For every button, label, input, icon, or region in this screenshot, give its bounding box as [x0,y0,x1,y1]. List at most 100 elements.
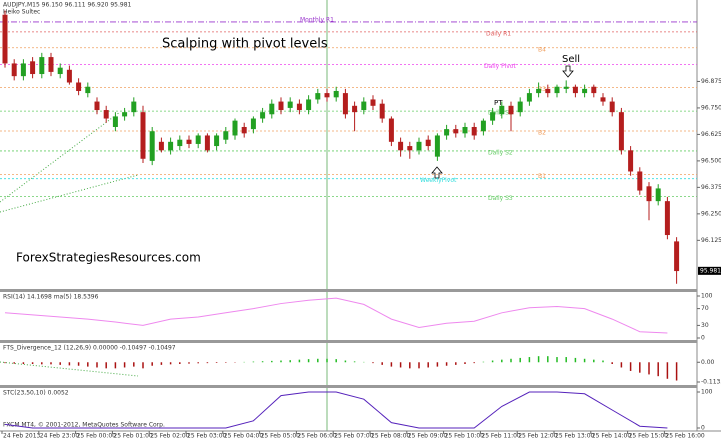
candle-body [462,126,468,134]
candle-body [582,88,588,94]
osc-title: FTS_Divergence_12 (12,26,9) 0.00000 -0.1… [3,345,176,352]
candle-body [324,93,330,98]
candle-body [425,139,431,147]
watermark: ForexStrategiesResources.com [16,251,201,265]
x-tick-label: 25 Feb 16:00 [665,433,705,440]
y-tick-label: 96.375 [701,184,721,191]
y-tick-label: 100 [701,389,713,396]
candle-body [370,99,376,106]
candle-body [296,103,302,111]
pivot-label: Monthly R1 [300,16,334,23]
candle-body [352,105,358,113]
chart-title: Scalping with pivot levels [162,37,328,52]
candle-body [140,112,146,159]
symbol-header: AUDJPY,M15 96.150 96.111 96.920 95.981 [3,2,132,9]
candle-body [361,101,367,111]
candle-body [609,101,615,113]
candle-body [278,101,284,111]
pivot-label: Daily R1 [486,30,511,37]
y-tick-label: 96.250 [701,210,721,217]
candle-body [628,150,634,172]
y-tick-label: 96.625 [701,131,721,138]
candle-body [122,112,128,117]
candle-body [94,101,100,111]
y-tick-label: 96.500 [701,157,721,164]
candle-body [11,63,17,77]
candle-body [655,188,661,202]
x-tick-label: 25 Feb 07:00 [334,433,374,440]
candle-body [600,97,606,102]
candle-body [103,110,109,119]
candle-body [554,86,560,94]
indicator-line [4,297,668,334]
candle-body [2,14,8,64]
candle-body [444,129,450,136]
candle-body [66,69,72,83]
sell-arrow [562,65,574,78]
candle-body [168,141,174,151]
x-tick-label: 24 Feb 23:00 [40,433,80,440]
x-tick-label: 25 Feb 00:00 [77,433,117,440]
pivot-label: B4 [538,46,546,53]
x-tick-label: 25 Feb 13:00 [555,433,595,440]
candle-body [517,101,523,113]
x-tick-label: 25 Feb 15:00 [629,433,669,440]
buy-arrow [431,166,443,179]
y-tick-label: 0 [701,335,705,342]
rsi-title: RSI(14) 14.1698 ma(5) 18.5396 [3,294,99,301]
candle-body [250,118,256,130]
candle-body [195,135,201,144]
candle-body [269,103,275,115]
x-tick-label: 25 Feb 06:00 [297,433,337,440]
candle-body [637,171,643,191]
candle-body [526,93,532,102]
x-tick-label: 25 Feb 01:00 [113,433,153,440]
candle-body [131,101,137,113]
x-tick-label: 25 Feb 14:00 [592,433,632,440]
candle-body [57,67,63,75]
candle-body [214,135,220,147]
last-price-box [698,266,721,275]
candle-body [379,103,385,119]
y-tick-label: 70 [701,305,709,312]
candle-body [39,57,45,75]
candle-body [149,131,155,161]
candle-body [76,82,82,91]
y-tick-label: 100 [701,293,713,300]
candle-body [664,201,670,236]
candle-body [407,146,413,151]
sell-label: Sell [562,54,580,65]
candle-body [674,241,680,272]
pivot-label: B2 [538,130,546,137]
y-tick-label: 0 [701,425,705,432]
copyright: FXCM MT4, © 2001-2012, MetaQuotes Softwa… [3,422,165,429]
x-tick-label: 25 Feb 05:00 [261,433,301,440]
candle-body [315,93,321,100]
x-tick-label: 25 Feb 08:00 [371,433,411,440]
candle-body [434,135,440,157]
panel-separator [0,289,697,292]
candle-body [563,86,569,89]
x-tick-label: 25 Feb 09:00 [408,433,448,440]
y-tick-label: 96.750 [701,104,721,111]
y-tick-label: 0.00 [701,359,715,366]
last-price-label: 95.981 [700,267,721,274]
indicator-line [4,391,668,429]
y-tick-label: 30 [701,322,709,329]
candle-body [177,139,183,147]
pivot-label: Daily Pivot [484,63,516,70]
candle-body [48,57,54,72]
candle-body [223,131,229,140]
candle-body [508,105,514,115]
candle-body [499,105,505,115]
candle-body [333,90,339,98]
x-tick-label: 25 Feb 11:00 [481,433,521,440]
candle-body [85,86,91,94]
candle-body [398,141,404,151]
stc-title: STC(23,50,10) 0.0052 [3,390,69,397]
candle-body [618,112,624,151]
x-tick-label: 25 Feb 10:00 [445,433,485,440]
candle-body [342,93,348,115]
